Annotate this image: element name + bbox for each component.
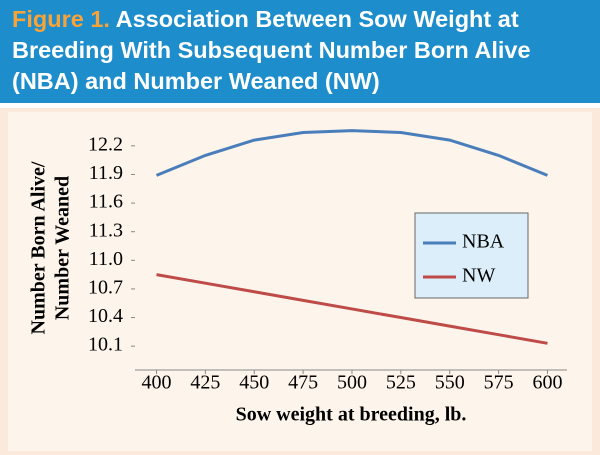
y-axis-label: Number Born Alive/ bbox=[28, 161, 50, 334]
y-tick-label: 10.1 bbox=[88, 334, 123, 356]
legend-label: NW bbox=[462, 265, 495, 287]
figure-label: Figure 1. bbox=[12, 6, 110, 32]
x-axis-label: Sow weight at breeding, lb. bbox=[236, 404, 467, 426]
x-tick-label: 450 bbox=[239, 372, 269, 394]
y-tick-label: 11.3 bbox=[89, 219, 123, 241]
legend: NBA NW bbox=[414, 212, 529, 299]
y-axis-label: Number Weaned bbox=[52, 176, 74, 320]
chart-title: Association Between Sow Weight at Breedi… bbox=[12, 6, 531, 94]
title-banner: Figure 1. Association Between Sow Weight… bbox=[0, 0, 600, 103]
x-tick-label: 475 bbox=[288, 372, 318, 394]
y-tick-label: 10.4 bbox=[88, 305, 123, 327]
x-tick-label: 550 bbox=[435, 372, 465, 394]
legend-box bbox=[414, 212, 529, 299]
x-tick-label: 425 bbox=[190, 372, 220, 394]
data-line bbox=[155, 129, 549, 177]
x-tick-label: 600 bbox=[532, 372, 562, 394]
x-tick-label: 525 bbox=[386, 372, 416, 394]
x-tick-label: 400 bbox=[142, 372, 172, 394]
chart: 10.1 10.4 10.7 11.0 11.3 11.6 11.9 12.2 400 425 45… bbox=[0, 108, 600, 455]
x-tick-label: 500 bbox=[337, 372, 367, 394]
y-tick-label: 11.6 bbox=[89, 191, 123, 213]
x-tick-label: 575 bbox=[484, 372, 514, 394]
legend-label: NBA bbox=[462, 231, 505, 253]
y-tick-label: 12.2 bbox=[88, 133, 123, 155]
data-line bbox=[156, 273, 548, 345]
y-tick-label: 11.0 bbox=[89, 248, 123, 270]
y-tick-label: 10.7 bbox=[88, 277, 123, 299]
y-tick-label: 11.9 bbox=[89, 162, 123, 184]
